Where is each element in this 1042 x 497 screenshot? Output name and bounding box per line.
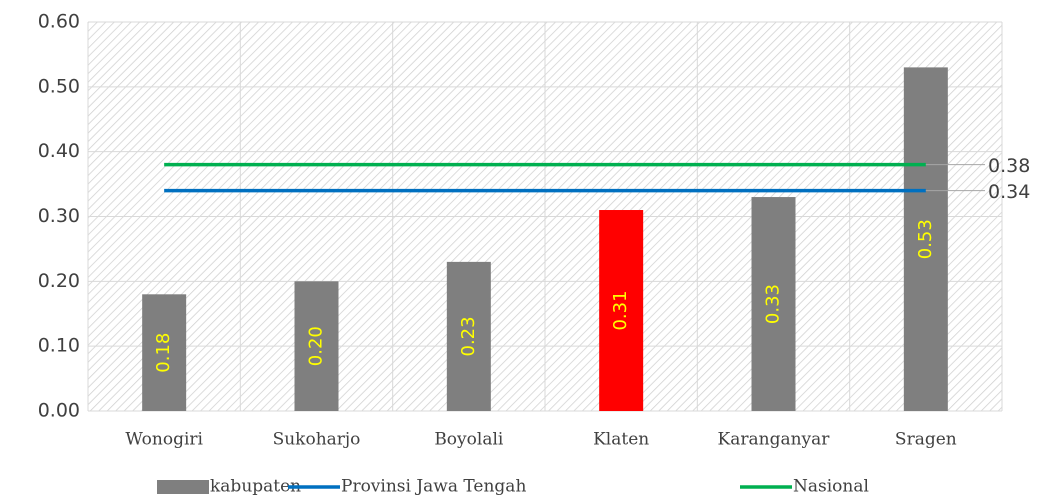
x-tick-label: Wonogiri [125,430,203,450]
x-tick-label: Karanganyar [718,430,831,450]
legend-label: kabupaten [210,477,301,497]
y-tick-label: 0.10 [38,335,80,357]
bar-value-label: 0.33 [763,284,784,324]
y-tick-label: 0.30 [38,205,80,227]
bar [142,294,187,411]
bar [599,210,644,411]
y-tick-label: 0.40 [38,140,80,162]
legend-swatch [157,480,209,494]
y-tick-label: 0.20 [38,270,80,292]
legend-label: Provinsi Jawa Tengah [341,477,526,497]
line-value-label: 0.38 [988,155,1030,177]
x-tick-label: Sragen [895,430,957,450]
bar [294,281,339,411]
x-tick-label: Klaten [593,430,649,450]
line-value-label: 0.34 [988,181,1030,203]
x-tick-label: Sukoharjo [273,430,361,450]
bar [751,197,796,411]
bar-value-label: 0.53 [915,219,936,259]
legend-label: Nasional [793,477,869,497]
y-tick-label: 0.50 [38,75,80,97]
bar-value-label: 0.20 [306,326,327,366]
bar [903,67,948,411]
bar-value-label: 0.18 [153,333,174,373]
x-tick-label: Boyolali [434,430,504,450]
bar [446,261,491,411]
y-tick-label: 0.00 [38,400,80,422]
y-tick-label: 0.60 [38,11,80,33]
bar-value-label: 0.31 [610,290,631,330]
bar-value-label: 0.23 [458,316,479,356]
